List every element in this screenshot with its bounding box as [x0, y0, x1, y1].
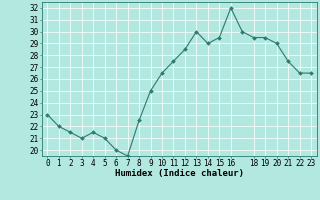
X-axis label: Humidex (Indice chaleur): Humidex (Indice chaleur) [115, 169, 244, 178]
